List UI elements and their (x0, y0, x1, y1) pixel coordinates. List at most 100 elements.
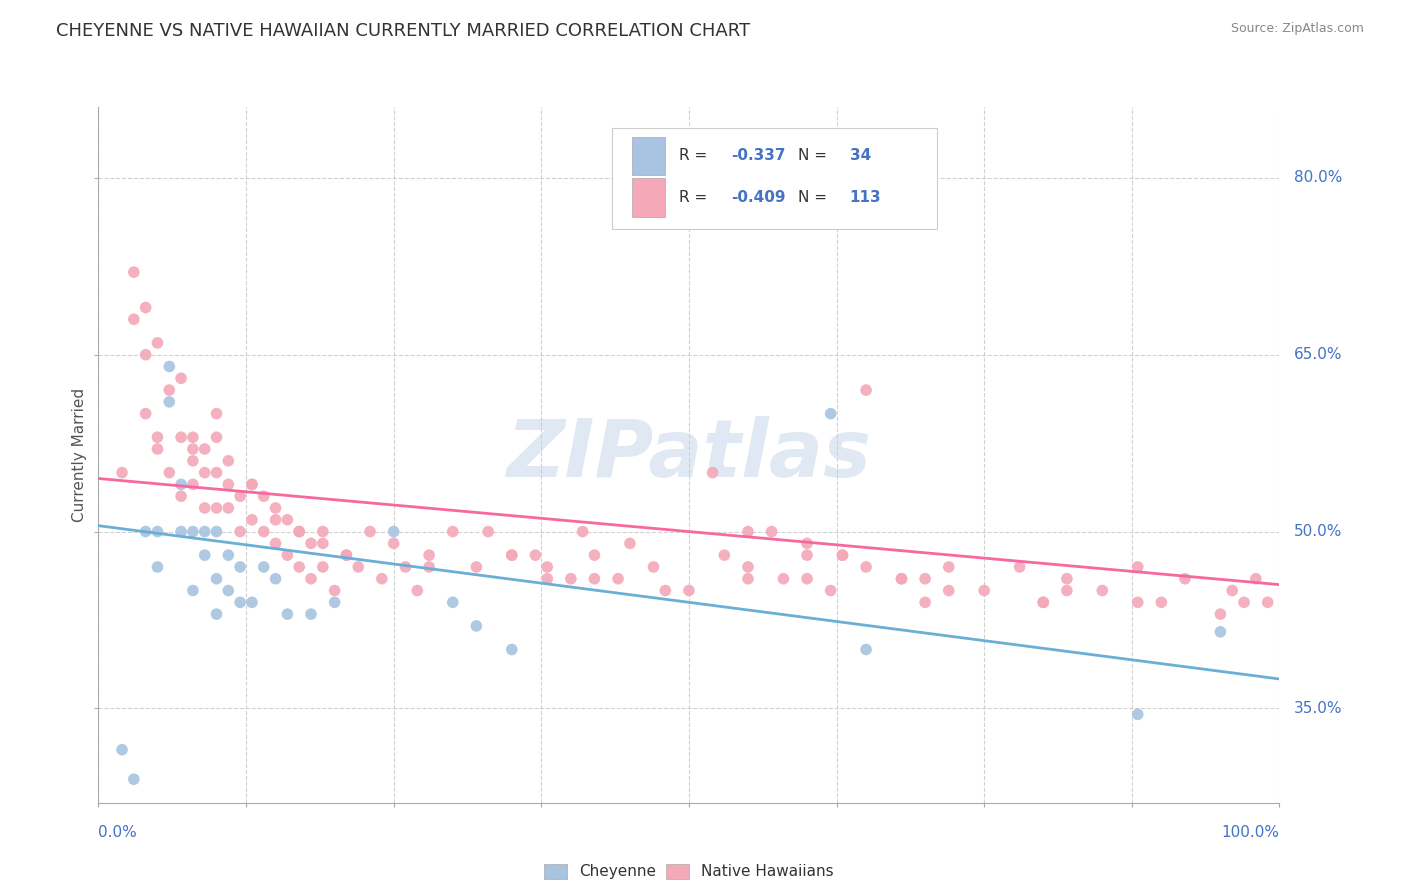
Point (1056, 572, 1078, 586)
Point (146, 560, 169, 574)
Point (938, 583, 960, 598)
Point (299, 607, 322, 621)
Point (536, 572, 558, 586)
Point (276, 607, 298, 621)
Point (312, 524, 335, 539)
Point (418, 560, 440, 574)
Point (501, 548, 523, 562)
Point (205, 607, 228, 621)
Text: 0.0%: 0.0% (98, 825, 138, 840)
Point (607, 572, 630, 586)
Point (737, 524, 759, 539)
Text: 35.0%: 35.0% (1294, 701, 1341, 716)
Point (288, 524, 311, 539)
Point (335, 548, 357, 562)
Point (111, 743, 134, 757)
Point (772, 572, 794, 586)
Point (229, 489, 252, 503)
Point (229, 524, 252, 539)
Point (240, 477, 263, 491)
Point (796, 548, 818, 562)
Point (170, 371, 193, 385)
Point (1257, 595, 1279, 609)
Point (1209, 624, 1232, 639)
Point (276, 548, 298, 562)
Text: 100.0%: 100.0% (1222, 825, 1279, 840)
Point (157, 466, 180, 480)
Text: Source: ZipAtlas.com: Source: ZipAtlas.com (1230, 22, 1364, 36)
Point (240, 513, 263, 527)
Point (146, 524, 169, 539)
Text: 80.0%: 80.0% (1294, 170, 1341, 186)
Point (146, 430, 169, 444)
Point (1150, 595, 1173, 609)
Point (323, 595, 346, 609)
Point (382, 536, 405, 550)
Point (264, 500, 287, 515)
Point (135, 524, 157, 539)
Point (240, 477, 263, 491)
Point (312, 560, 335, 574)
Point (1126, 595, 1149, 609)
Point (890, 572, 912, 586)
Point (205, 430, 228, 444)
Point (855, 642, 877, 657)
Point (205, 466, 228, 480)
Text: ZIPatlas: ZIPatlas (506, 416, 872, 494)
Point (1174, 572, 1197, 586)
Point (299, 536, 322, 550)
FancyBboxPatch shape (612, 128, 936, 229)
Point (122, 265, 145, 279)
Point (1056, 583, 1078, 598)
Point (1008, 560, 1031, 574)
Point (441, 595, 464, 609)
Point (1220, 583, 1243, 598)
Point (1233, 595, 1256, 609)
Point (157, 383, 180, 397)
Point (288, 560, 311, 574)
Point (229, 560, 252, 574)
Point (194, 442, 217, 456)
Point (583, 548, 606, 562)
Point (157, 359, 180, 374)
Point (217, 454, 239, 468)
Point (1209, 607, 1232, 621)
Point (820, 407, 842, 421)
Point (1032, 595, 1054, 609)
Point (713, 548, 735, 562)
Point (796, 536, 818, 550)
Point (253, 560, 276, 574)
Point (441, 524, 464, 539)
Point (583, 572, 606, 586)
Point (264, 536, 287, 550)
Point (524, 548, 547, 562)
Point (264, 513, 287, 527)
Text: 113: 113 (849, 190, 882, 205)
Point (335, 548, 357, 562)
Point (122, 772, 145, 787)
Point (135, 407, 157, 421)
Point (571, 524, 593, 539)
Text: 50.0%: 50.0% (1294, 524, 1341, 539)
Point (855, 383, 877, 397)
Point (194, 500, 217, 515)
Point (371, 572, 394, 586)
FancyBboxPatch shape (633, 136, 665, 175)
Point (536, 560, 558, 574)
Point (702, 466, 724, 480)
Point (1091, 583, 1114, 598)
Point (205, 407, 228, 421)
Point (406, 583, 429, 598)
Point (1032, 595, 1054, 609)
Text: CHEYENNE VS NATIVE HAWAIIAN CURRENTLY MARRIED CORRELATION CHART: CHEYENNE VS NATIVE HAWAIIAN CURRENTLY MA… (56, 22, 751, 40)
Point (737, 572, 759, 586)
Point (973, 583, 995, 598)
Point (181, 454, 204, 468)
Point (914, 572, 936, 586)
Point (240, 595, 263, 609)
Point (477, 524, 499, 539)
Point (323, 583, 346, 598)
Point (146, 442, 169, 456)
Point (205, 572, 228, 586)
Point (217, 583, 239, 598)
